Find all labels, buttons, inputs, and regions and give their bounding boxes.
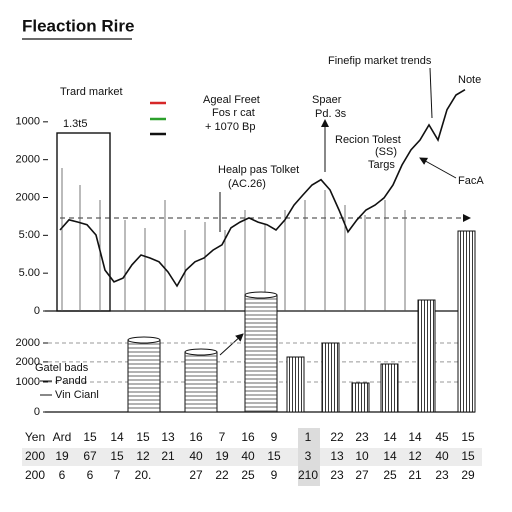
bar	[417, 299, 436, 413]
bar	[351, 382, 370, 413]
table-cell: 15	[83, 430, 97, 444]
table-cell: 40	[189, 449, 203, 463]
table-cell: 40	[435, 449, 449, 463]
table-cell: 9	[271, 468, 278, 482]
table-cell: 12	[408, 449, 422, 463]
row-shade	[22, 448, 482, 466]
y-tick-label: 2000	[16, 337, 40, 349]
table-cell: 23	[435, 468, 449, 482]
table-cell: 22	[330, 430, 344, 444]
table-cell: 45	[435, 430, 449, 444]
table-cell: 19	[55, 449, 69, 463]
y-tick-label: 2000	[16, 356, 40, 368]
table-cell: 12	[136, 449, 150, 463]
table-cell: Ard	[53, 430, 72, 444]
annotation: FacA	[458, 175, 484, 187]
legend-label: Vin Cianl	[55, 389, 99, 401]
table-cell: 25	[241, 468, 255, 482]
y-tick-label: 1000	[16, 116, 40, 128]
table-cell: 14	[383, 430, 397, 444]
table-cell: 3	[305, 449, 312, 463]
annotation: Note	[458, 74, 481, 86]
table-cell: 27	[189, 468, 203, 482]
table-cell: 15	[461, 449, 475, 463]
bar	[457, 230, 476, 413]
annotation: Spaer	[312, 94, 342, 106]
table-cell: 210	[298, 468, 318, 482]
y-tick-label: 0	[34, 305, 40, 317]
table-cell: 67	[83, 449, 97, 463]
y-tick-label: 2000	[16, 154, 40, 166]
table-cell: 9	[271, 430, 278, 444]
legend-label: Pandd	[55, 375, 87, 387]
table-cell: 200	[25, 468, 45, 482]
table-cell: Yen	[25, 430, 45, 444]
arrow	[419, 157, 457, 179]
table-cell: 200	[25, 449, 45, 463]
annotation: Trard market	[60, 86, 123, 98]
chart-title: Fleaction Rire	[22, 16, 134, 35]
annotation: (AC.26)	[228, 178, 266, 190]
table-cell: 13	[330, 449, 344, 463]
table-cell: 1	[305, 430, 312, 444]
annotation: 1.3t5	[63, 118, 87, 130]
annotation: + 1070 Bp	[205, 121, 255, 133]
annotation: Ageal Freet	[203, 94, 260, 106]
column-shade	[298, 428, 320, 486]
table-cell: 15	[267, 449, 281, 463]
table-cell: 21	[408, 468, 422, 482]
annotation: Recion Tolest	[335, 134, 401, 146]
line-series	[59, 89, 466, 288]
pointer	[429, 67, 433, 119]
annotation: Finefip market trends	[328, 55, 432, 67]
bar	[380, 363, 399, 413]
table-cell: 16	[241, 430, 255, 444]
table-cell: 6	[59, 468, 66, 482]
annotation: Healp pas Tolket	[218, 164, 299, 176]
table-cell: 15	[110, 449, 124, 463]
table-cell: 40	[241, 449, 255, 463]
bar	[321, 342, 340, 413]
y-tick-label: 5.00	[19, 267, 40, 279]
y-tick-label: 5:00	[19, 229, 40, 241]
table-cell: 20.	[135, 468, 152, 482]
table-cell: 14	[383, 449, 397, 463]
coin-stack	[127, 336, 161, 413]
coin-stack	[244, 291, 278, 413]
table-cell: 13	[161, 430, 175, 444]
annotation: (SS)	[375, 146, 397, 158]
table-cell: 29	[461, 468, 475, 482]
table-cell: 25	[383, 468, 397, 482]
table-cell: 27	[355, 468, 369, 482]
y-tick-label: 2000	[16, 191, 40, 203]
y-tick-label: 0	[34, 406, 40, 418]
table-cell: 14	[110, 430, 124, 444]
coin-stack	[184, 348, 218, 413]
legend-label: Gatel bads	[35, 362, 89, 374]
table-cell: 23	[355, 430, 369, 444]
table-cell: 21	[161, 449, 175, 463]
table-cell: 23	[330, 468, 344, 482]
annotation: Targs	[368, 159, 395, 171]
table-cell: 15	[136, 430, 150, 444]
bar	[286, 356, 305, 413]
table-cell: 6	[87, 468, 94, 482]
y-tick-label: 1000	[16, 376, 40, 388]
arrow	[219, 333, 244, 356]
annotation: Fos r cat	[212, 107, 255, 119]
table-cell: 15	[461, 430, 475, 444]
table-cell: 10	[355, 449, 369, 463]
table-cell: 16	[189, 430, 203, 444]
table-cell: 22	[215, 468, 229, 482]
table-cell: 14	[408, 430, 422, 444]
annotation: Pd. 3s	[315, 108, 347, 120]
table-cell: 7	[219, 430, 226, 444]
table-cell: 7	[114, 468, 121, 482]
table-cell: 19	[215, 449, 229, 463]
